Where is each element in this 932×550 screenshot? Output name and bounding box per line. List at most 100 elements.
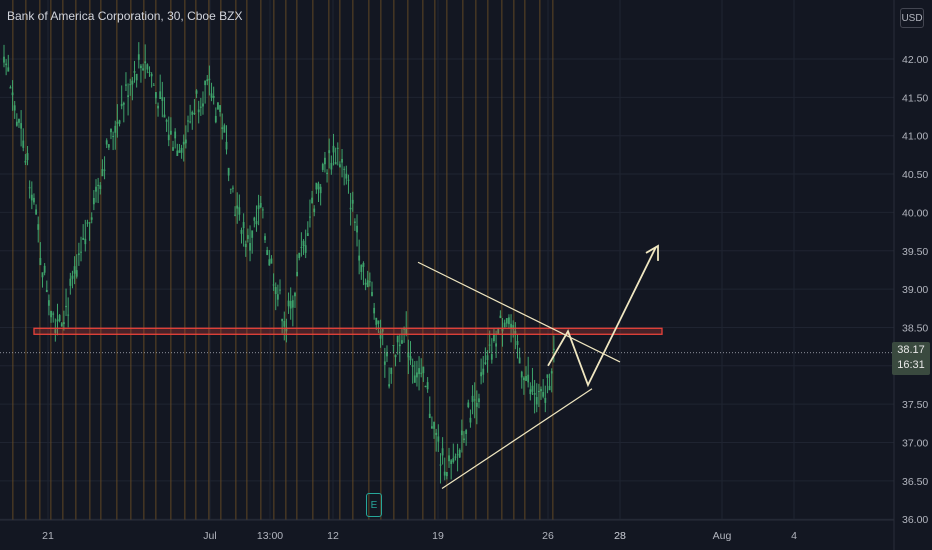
candle-body	[516, 341, 519, 346]
candle-body	[475, 402, 478, 407]
session-bar	[89, 0, 91, 520]
candle-body	[272, 284, 275, 286]
candle-body	[505, 318, 508, 324]
candle-body	[490, 354, 493, 360]
y-tick-label: 36.50	[902, 476, 928, 488]
candle-body	[118, 120, 121, 124]
candle-body	[525, 376, 527, 381]
candle-body	[371, 292, 373, 296]
candle-body	[75, 270, 78, 277]
candle-body	[439, 464, 442, 466]
candle-body	[332, 145, 335, 153]
candle-body	[336, 147, 339, 149]
candle-body	[229, 188, 232, 190]
session-bar	[487, 0, 489, 520]
bar-countdown: 16:31	[897, 359, 925, 371]
candle-body	[304, 245, 307, 253]
candle-body	[112, 136, 115, 138]
candle-body	[518, 357, 521, 364]
candle-body	[142, 68, 144, 71]
candle-body	[140, 65, 142, 69]
y-tick-label: 40.00	[902, 207, 928, 219]
candle-body	[317, 183, 320, 190]
candle-body	[187, 120, 189, 122]
candle-body	[274, 287, 277, 295]
candle-body	[210, 93, 213, 98]
candle-body	[488, 344, 491, 346]
candle-body	[431, 426, 433, 429]
candle-body	[339, 164, 341, 168]
candle-body	[486, 355, 489, 360]
candle-body	[291, 300, 294, 308]
candle-body	[313, 208, 316, 213]
candle-body	[353, 221, 356, 223]
candle-body	[206, 79, 209, 82]
candle-body	[144, 61, 147, 64]
candle-body	[69, 278, 72, 286]
candle-body	[238, 207, 241, 215]
candle-body	[92, 197, 95, 205]
projection-arrowhead	[645, 244, 659, 261]
candle-body	[22, 140, 25, 148]
candle-body	[131, 80, 134, 85]
earnings-event-icon[interactable]: E	[366, 493, 382, 517]
candle-body	[471, 395, 474, 402]
candle-body	[533, 392, 536, 395]
candle-body	[45, 289, 48, 293]
session-bar	[25, 0, 27, 520]
y-tick-label: 41.00	[902, 131, 928, 143]
candle-body	[146, 64, 149, 70]
candle-body	[287, 300, 290, 307]
candle-body	[268, 259, 271, 266]
candle-body	[217, 102, 219, 110]
candle-body	[426, 382, 429, 390]
candle-body	[247, 235, 249, 239]
session-bar	[155, 0, 157, 520]
session-bar	[407, 0, 409, 520]
candle-body	[5, 63, 8, 66]
candle-body	[409, 356, 412, 361]
triangle-upper-line	[417, 261, 621, 363]
candle-body	[212, 95, 215, 98]
candle-body	[388, 384, 391, 387]
candle-body	[351, 199, 354, 204]
candle-body	[71, 275, 74, 279]
currency-selector[interactable]: USD	[900, 8, 924, 28]
session-bar	[539, 0, 541, 520]
session-bar	[352, 0, 354, 520]
session-bar	[195, 0, 197, 520]
candle-body	[37, 224, 40, 230]
candle-body	[202, 103, 204, 107]
candle-body	[368, 281, 371, 283]
candle-body	[127, 95, 129, 98]
candle-body	[540, 389, 542, 392]
candle-body	[227, 167, 230, 176]
candle-body	[33, 197, 35, 203]
candle-body	[28, 187, 31, 189]
candle-body	[249, 243, 251, 251]
y-tick-label: 39.00	[902, 284, 928, 296]
candle-body	[176, 150, 179, 157]
candle-body	[321, 164, 324, 170]
candle-body	[358, 255, 361, 261]
candle-body	[465, 430, 468, 435]
x-tick-label: 13:00	[257, 530, 283, 542]
session-bar	[312, 0, 314, 520]
candle-body	[499, 315, 502, 319]
candle-body	[174, 131, 177, 139]
candle-body	[452, 458, 455, 462]
candle-body	[77, 253, 80, 256]
candle-body	[116, 122, 119, 124]
candle-body	[403, 328, 405, 330]
session-bar	[143, 0, 145, 520]
session-bar	[380, 0, 382, 520]
candle-body	[315, 182, 318, 190]
candle-body	[379, 331, 382, 339]
candle-body	[535, 397, 538, 405]
candle-body	[219, 105, 221, 112]
candle-body	[95, 186, 97, 192]
y-tick-label: 37.50	[902, 399, 928, 411]
candle-body	[204, 80, 207, 86]
